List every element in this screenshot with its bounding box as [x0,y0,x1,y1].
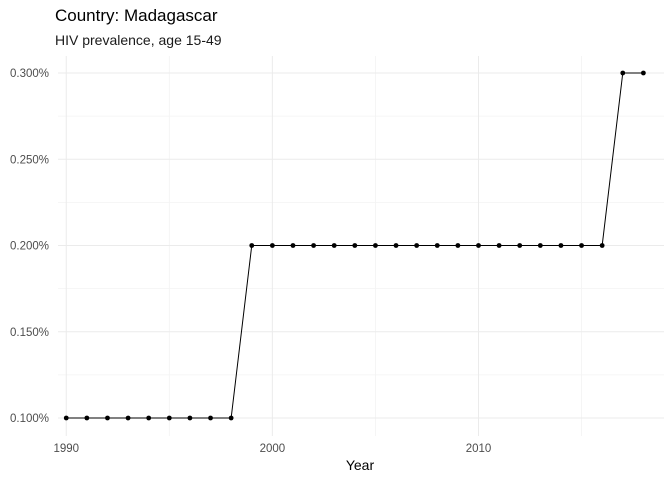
data-point [290,243,296,248]
x-axis-tick-labels: 1990 2000 2010 [53,443,491,455]
data-point [640,70,646,76]
data-point [331,243,337,248]
data-point [599,243,605,248]
data-point [125,415,131,421]
data-point [352,243,358,248]
y-axis-tick-labels: 0.100% 0.150% 0.200% 0.250% 0.300% [10,68,49,425]
chart-title: Country: Madagascar [55,6,218,25]
y-tick-label: 0.200% [10,241,49,253]
data-point [146,415,152,421]
data-point [455,243,461,248]
data-point [476,243,481,248]
data-point [620,70,626,76]
data-point [517,243,523,248]
data-point [414,243,420,248]
chart-subtitle: HIV prevalence, age 15-49 [55,32,222,48]
data-point [373,243,378,248]
x-tick-label: 2010 [466,443,492,455]
data-point [249,243,255,248]
data-point [166,415,172,421]
data-point [208,415,213,421]
y-tick-label: 0.100% [10,413,49,425]
data-point [579,243,584,248]
y-tick-label: 0.150% [10,327,49,339]
y-tick-label: 0.300% [10,68,49,80]
data-point [558,243,564,248]
data-point [187,415,193,421]
data-point [84,415,90,421]
x-axis-title: Year [346,457,375,473]
data-point [63,415,69,421]
data-point [537,243,543,248]
x-tick-label: 2000 [260,443,286,455]
data-point [105,415,110,421]
data-series [63,70,646,421]
data-point [311,243,316,248]
x-tick-label: 1990 [53,443,79,455]
data-point [393,243,399,248]
y-tick-label: 0.250% [10,154,49,166]
data-point [434,243,440,248]
data-point [496,243,502,248]
data-point [228,415,234,421]
data-point [269,243,275,248]
